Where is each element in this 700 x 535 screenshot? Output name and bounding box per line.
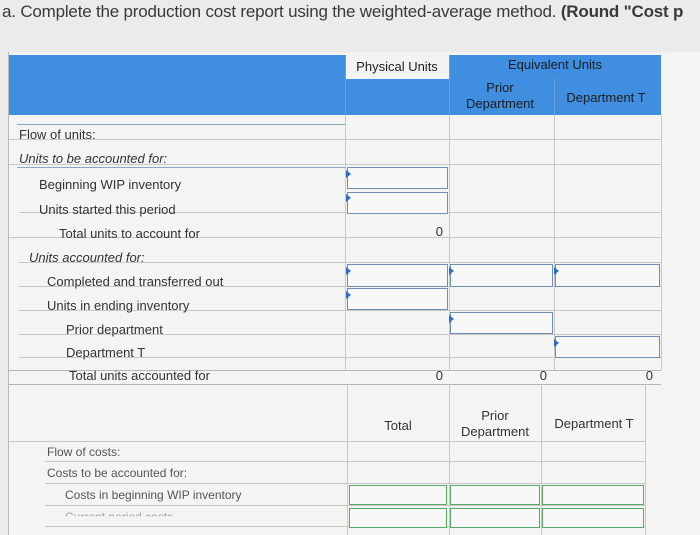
completed-prior-input[interactable] <box>450 264 553 287</box>
equivalent-units-header: Equivalent Units <box>508 57 602 72</box>
current-period-costs-label: Current period costs <box>65 510 174 524</box>
question-text: Complete the production cost report usin… <box>20 2 557 21</box>
beginning-wip-costs-label: Costs in beginning WIP inventory <box>65 488 242 502</box>
completed-physical-input[interactable] <box>347 264 448 287</box>
beginning-wip-total-cost-input[interactable] <box>349 485 447 505</box>
total-accounted-physical-value: 0 <box>435 368 443 383</box>
ending-inventory-label: Units in ending inventory <box>47 298 190 313</box>
completed-dept-t-input[interactable] <box>555 264 660 287</box>
units-to-account-label: Units to be accounted for: <box>19 151 168 166</box>
prior-department-row-label: Prior department <box>66 322 163 337</box>
total-accounted-dept-t-value: 0 <box>645 368 653 383</box>
beginning-wip-prior-cost-input[interactable] <box>450 485 540 505</box>
beginning-wip-dept-t-cost-input[interactable] <box>542 485 644 505</box>
physical-units-header: Physical Units <box>356 59 438 74</box>
cost-prior-department-header: Prior Department <box>461 408 529 439</box>
flow-of-units-label: Flow of units: <box>19 127 96 142</box>
cost-department-t-header: Department T <box>554 416 634 431</box>
ending-dept-t-input[interactable] <box>555 336 660 358</box>
question-prefix: a. <box>2 2 16 21</box>
total-header: Total <box>384 418 412 433</box>
department-t-header: Department T <box>566 90 646 105</box>
units-started-input[interactable] <box>347 192 448 214</box>
department-t-row-label: Department T <box>66 345 146 360</box>
costs-to-account-label: Costs to be accounted for: <box>47 466 188 480</box>
total-to-account-label: Total units to account for <box>59 226 200 241</box>
question-instruction: (Round "Cost p <box>560 2 684 21</box>
production-cost-report: Physical Units Equivalent Units Prior De… <box>8 52 700 535</box>
current-period-dept-t-cost-input[interactable] <box>542 508 644 528</box>
total-to-account-physical-value: 0 <box>435 224 443 239</box>
flow-of-costs-label: Flow of costs: <box>47 445 121 459</box>
units-header-band <box>9 55 661 115</box>
physical-units-header-cell <box>345 55 449 79</box>
beginning-wip-label: Beginning WIP inventory <box>39 177 182 192</box>
question-heading: a. Complete the production cost report u… <box>2 2 683 22</box>
completed-transferred-label: Completed and transferred out <box>47 274 224 289</box>
beginning-wip-units-input[interactable] <box>347 167 448 189</box>
ending-inventory-physical-input[interactable] <box>347 288 448 310</box>
total-accounted-prior-value: 0 <box>539 368 547 383</box>
total-accounted-label: Total units accounted for <box>69 368 210 383</box>
units-accounted-label: Units accounted for: <box>29 250 145 265</box>
units-started-label: Units started this period <box>39 202 176 217</box>
ending-prior-input[interactable] <box>450 312 553 334</box>
prior-department-header: Prior Department <box>466 80 534 111</box>
current-period-prior-cost-input[interactable] <box>450 508 540 528</box>
current-period-total-cost-input[interactable] <box>349 508 447 528</box>
